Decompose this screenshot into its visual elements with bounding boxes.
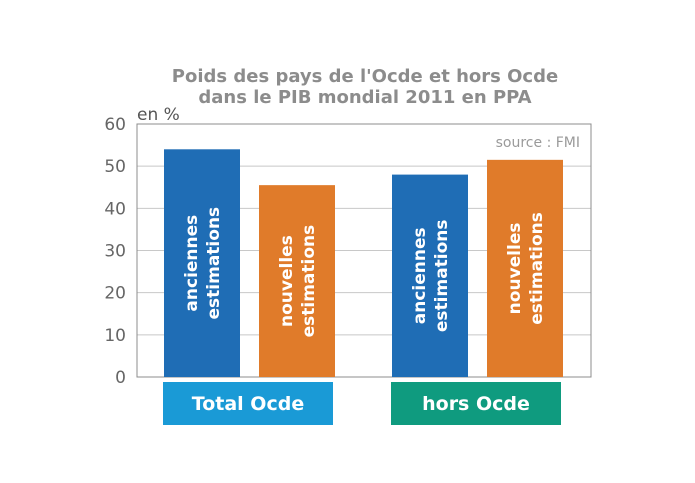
chart-title-line-2: dans le PIB mondial 2011 en PPA <box>198 87 531 108</box>
y-tick-label: 60 <box>104 115 126 135</box>
category-label: hors Ocde <box>422 393 530 415</box>
bar <box>259 185 335 377</box>
bar <box>392 174 468 377</box>
bar-series-label: estimations <box>299 225 319 338</box>
category-label-box <box>391 382 561 425</box>
bars: anciennes estimations anciennes estimations… <box>164 149 563 377</box>
bar <box>164 149 240 377</box>
bar-series-label: anciennes <box>182 215 202 312</box>
unit-label: en % <box>137 105 180 125</box>
bar-series-label: estimations <box>527 212 547 325</box>
category-label: Total Ocde <box>192 393 304 415</box>
bar-series-label: nouvelles <box>277 235 297 327</box>
y-tick-label: 10 <box>104 326 126 346</box>
bar-series-label: anciennes <box>410 227 430 324</box>
chart-title-line-1: Poids des pays de l'Ocde et hors Ocde <box>172 66 558 87</box>
bar-series-label: estimations <box>432 219 452 332</box>
y-tick-label: 30 <box>104 242 126 262</box>
source-note: source : FMI <box>496 135 580 151</box>
bar <box>487 159 563 377</box>
y-tick-label: 20 <box>104 284 126 304</box>
y-tick-label: 50 <box>104 157 126 177</box>
plot-frame <box>136 123 592 378</box>
bar-series-label: estimations <box>204 207 224 320</box>
category-labels: Total Ocde hors Ocde <box>163 382 561 425</box>
y-tick-label: 0 <box>115 368 126 388</box>
y-tick-label: 40 <box>104 199 126 219</box>
y-axis: 0 10 20 30 40 50 60 <box>104 115 126 388</box>
bar-series-label: nouvelles <box>505 223 525 315</box>
category-label-box <box>163 382 333 425</box>
